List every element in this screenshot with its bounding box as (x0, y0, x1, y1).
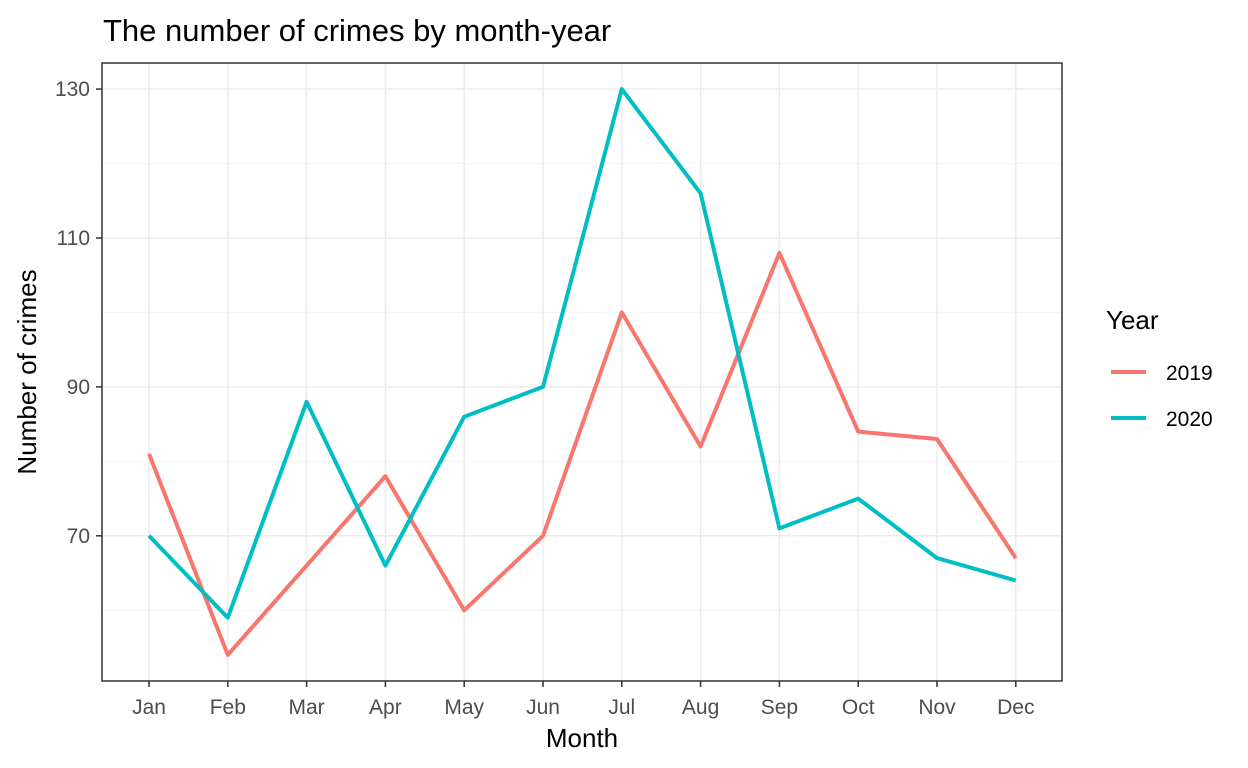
y-axis: 70 90 110 130 (55, 78, 102, 548)
x-tick-label: May (444, 696, 484, 719)
x-tick-label: Sep (761, 696, 798, 719)
x-tick-label: Aug (682, 696, 719, 719)
legend: Year 2019 2020 (1106, 305, 1213, 431)
x-tick-label: Feb (210, 696, 246, 719)
x-tick-label: Jul (608, 696, 635, 719)
series-line-2019 (147, 250, 1018, 657)
x-axis: Jan Feb Mar Apr May Jun Jul Aug Sep Oct Nov Dec (132, 681, 1034, 719)
y-axis-title: Number of crimes (12, 269, 42, 474)
chart-title: The number of crimes by month-year (103, 13, 611, 48)
x-tick-label: Mar (289, 696, 325, 719)
x-tick-label: Jun (526, 696, 560, 719)
x-tick-label: Oct (842, 696, 875, 719)
legend-label-2020: 2020 (1166, 408, 1213, 431)
x-tick-label: Nov (918, 696, 956, 719)
legend-items: 2019 2020 (1111, 362, 1213, 431)
panel-grid (102, 63, 1062, 681)
x-axis-title: Month (546, 723, 618, 753)
x-tick-label: Dec (997, 696, 1034, 719)
legend-label-2019: 2019 (1166, 362, 1213, 385)
y-tick-label: 130 (55, 78, 90, 101)
y-tick-label: 110 (57, 227, 90, 250)
x-tick-label: Jan (132, 696, 166, 719)
series-layer (147, 87, 1018, 657)
series-line-2020 (147, 87, 1017, 620)
panel-border (101, 62, 1063, 682)
legend-title: Year (1106, 305, 1159, 335)
y-tick-label: 90 (67, 376, 90, 399)
x-tick-label: Apr (369, 696, 402, 719)
y-tick-label: 70 (67, 525, 90, 548)
